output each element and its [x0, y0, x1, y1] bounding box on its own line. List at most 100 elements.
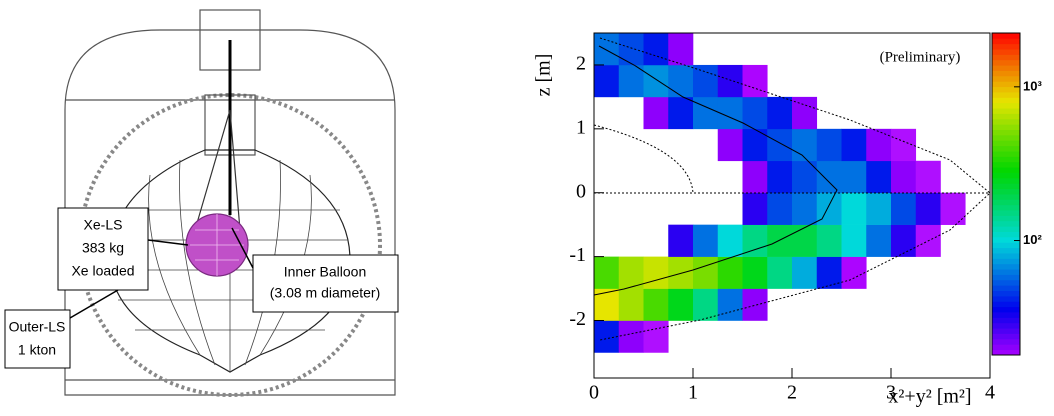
colorbar-step	[992, 199, 1020, 206]
colorbar-step	[992, 86, 1020, 93]
callout-text: Inner Balloon	[284, 264, 367, 280]
colorbar-step	[992, 220, 1020, 227]
heat-cell	[940, 192, 966, 225]
heat-cell	[816, 128, 842, 162]
heat-cell	[693, 288, 719, 321]
y-tick-label: -2	[569, 308, 586, 330]
model-curves	[593, 37, 991, 341]
heat-cell	[816, 256, 842, 289]
heat-cell	[891, 224, 917, 257]
callout-text: (3.08 m diameter)	[270, 285, 380, 301]
colorbar-step	[992, 49, 1020, 55]
colorbar-step	[992, 33, 1020, 39]
heat-cell	[841, 224, 867, 257]
heat-cell	[717, 128, 743, 162]
heat-cell	[767, 192, 793, 225]
heat-cell	[742, 160, 768, 194]
x-tick-label: 2	[787, 382, 797, 404]
colorbar-step	[992, 215, 1020, 222]
heat-cell	[717, 64, 743, 98]
heat-cell	[594, 256, 620, 289]
heat-cell	[866, 224, 892, 257]
heat-cell	[668, 288, 694, 321]
heat-cell	[767, 128, 793, 162]
x-tick-label: 0	[589, 382, 599, 404]
heat-cell	[594, 320, 620, 353]
colorbar-step	[992, 194, 1020, 200]
colorbar-step	[992, 210, 1020, 216]
heat-cell	[841, 256, 867, 289]
heat-cell	[717, 288, 743, 321]
colorbar-step	[992, 177, 1020, 184]
heat-cell	[643, 256, 669, 289]
heat-cell	[717, 224, 743, 257]
callout-box	[252, 254, 399, 313]
heat-cell	[717, 96, 743, 130]
heat-cell	[668, 64, 694, 98]
colorbar-step	[992, 258, 1020, 265]
colorbar-step	[992, 204, 1020, 211]
colorbar-step	[992, 118, 1020, 125]
colorbar-step	[992, 306, 1020, 313]
colorbar-step	[992, 156, 1020, 163]
heat-cell	[643, 96, 669, 130]
colorbar-step	[992, 322, 1020, 329]
heat-cell	[792, 192, 818, 225]
colorbar-step	[992, 344, 1020, 351]
colorbar-step	[992, 81, 1020, 88]
colorbar-step	[992, 295, 1020, 302]
y-axis-label: z [m]	[533, 54, 555, 97]
colorbar-step	[992, 70, 1020, 77]
heat-cell	[643, 320, 669, 353]
heat-cell	[891, 192, 917, 225]
colorbar-step	[992, 242, 1020, 249]
callout-text: 1 kton	[18, 342, 56, 358]
x-tick-label: 3	[886, 382, 896, 404]
callout-text: 383 kg	[82, 240, 124, 256]
heat-cell	[915, 160, 941, 194]
heat-cell	[767, 96, 793, 130]
callout-text: Xe-LS	[84, 217, 123, 233]
x-tick-label: 1	[688, 382, 698, 404]
colorbar-step	[992, 301, 1020, 308]
colorbar-step	[992, 188, 1020, 195]
colorbar-step	[992, 317, 1020, 324]
annotation: (Preliminary)	[880, 49, 961, 65]
heat-cell	[816, 160, 842, 194]
heat-cell	[742, 96, 768, 130]
heat-cell	[668, 96, 694, 130]
colorbar-step	[992, 38, 1020, 45]
heat-cell	[594, 64, 620, 98]
heat-cell	[915, 192, 941, 225]
colorbar-step	[992, 290, 1020, 297]
callout-box	[57, 207, 149, 291]
colorbar-step	[992, 269, 1020, 275]
heat-cell	[717, 256, 743, 289]
colorbar-step	[992, 285, 1020, 291]
heat-cell	[693, 64, 719, 98]
heat-cell	[792, 256, 818, 289]
heat-cell	[792, 96, 818, 130]
colorbar-step	[992, 129, 1020, 136]
colorbar-frame	[991, 32, 1021, 356]
colorbar-step	[992, 124, 1020, 130]
heat-cell	[618, 320, 644, 353]
heat-cell	[841, 128, 867, 162]
colorbar-step	[992, 333, 1020, 340]
heat-cell	[866, 160, 892, 194]
colorbar-step	[992, 92, 1020, 98]
colorbar-step	[992, 113, 1020, 120]
colorbar-step	[992, 328, 1020, 334]
heat-cell	[668, 33, 694, 66]
heat-cell	[742, 224, 768, 257]
heat-cell	[594, 288, 620, 321]
colorbar-step	[992, 108, 1020, 114]
colorbar-tick-label: 10³	[1023, 78, 1042, 93]
colorbar-step	[992, 43, 1020, 50]
heat-cell	[742, 128, 768, 162]
y-tick-label: 0	[576, 180, 586, 202]
heat-cell	[693, 96, 719, 130]
heat-cell	[643, 33, 669, 66]
heat-cell	[767, 160, 793, 194]
